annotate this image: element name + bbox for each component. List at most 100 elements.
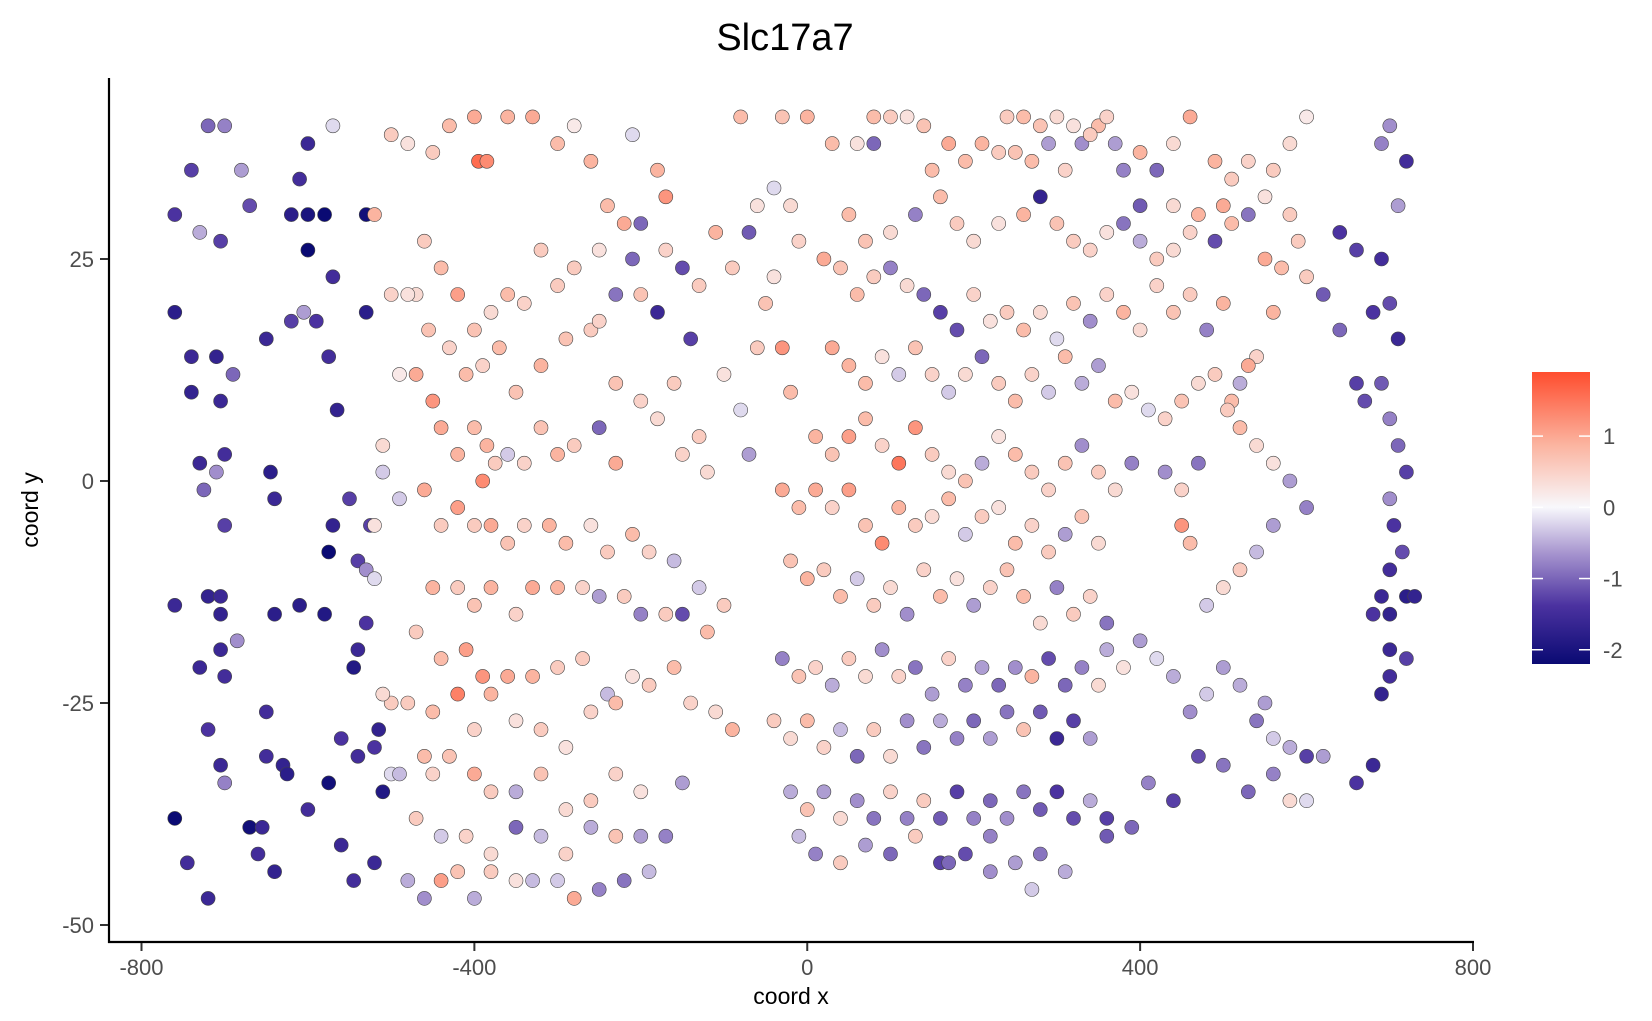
data-point bbox=[525, 669, 540, 684]
data-point bbox=[1382, 296, 1398, 311]
data-point bbox=[1395, 544, 1410, 560]
data-point bbox=[650, 304, 665, 320]
data-point bbox=[874, 535, 890, 551]
data-point bbox=[1390, 331, 1406, 347]
data-point bbox=[317, 207, 332, 222]
data-point bbox=[550, 660, 565, 675]
data-point bbox=[508, 819, 524, 835]
data-point bbox=[658, 828, 674, 844]
data-point bbox=[675, 775, 690, 791]
data-point bbox=[858, 375, 873, 391]
y-axis-title: coord y bbox=[17, 472, 43, 548]
data-point bbox=[725, 722, 740, 737]
data-point bbox=[425, 393, 441, 409]
x-tick-label: 0 bbox=[801, 955, 813, 980]
data-point bbox=[924, 162, 940, 178]
data-point bbox=[258, 748, 274, 764]
data-point bbox=[450, 287, 466, 302]
data-point bbox=[433, 828, 449, 844]
data-point bbox=[716, 597, 732, 613]
data-point bbox=[533, 420, 549, 436]
data-point bbox=[1257, 189, 1273, 205]
data-point bbox=[958, 154, 973, 169]
data-point bbox=[1016, 109, 1031, 125]
data-point bbox=[200, 118, 216, 134]
data-point bbox=[608, 766, 624, 782]
data-point bbox=[1399, 651, 1414, 666]
data-point bbox=[799, 571, 815, 587]
data-point bbox=[425, 766, 441, 782]
data-point bbox=[375, 438, 391, 453]
data-point bbox=[1399, 154, 1414, 169]
data-point bbox=[1282, 740, 1298, 755]
data-point bbox=[550, 873, 565, 888]
data-point bbox=[1266, 518, 1281, 533]
data-point bbox=[683, 331, 699, 347]
data-point bbox=[1282, 136, 1298, 151]
colorbar-tick-label: 1 bbox=[1603, 424, 1615, 449]
data-point bbox=[849, 793, 865, 809]
data-point bbox=[1057, 677, 1073, 693]
data-point bbox=[1241, 358, 1256, 373]
data-point bbox=[267, 864, 282, 880]
data-point bbox=[1232, 677, 1248, 693]
data-point bbox=[808, 429, 823, 444]
data-point bbox=[1382, 642, 1398, 658]
data-point bbox=[858, 518, 873, 533]
data-point bbox=[516, 518, 532, 533]
data-point bbox=[908, 340, 923, 356]
data-point bbox=[1099, 225, 1115, 240]
data-point bbox=[941, 384, 957, 400]
data-point bbox=[933, 811, 948, 826]
data-point bbox=[533, 242, 549, 258]
data-point bbox=[1266, 766, 1281, 782]
data-point bbox=[500, 669, 516, 684]
data-point bbox=[824, 500, 840, 515]
data-point bbox=[1390, 198, 1406, 213]
data-point bbox=[883, 225, 898, 240]
data-point bbox=[450, 864, 466, 880]
data-point bbox=[371, 722, 387, 737]
x-tick-label: -400 bbox=[452, 955, 496, 980]
data-point bbox=[400, 287, 416, 302]
data-point bbox=[608, 287, 624, 302]
data-point bbox=[841, 358, 857, 373]
data-point bbox=[766, 269, 782, 285]
data-point bbox=[1132, 322, 1148, 338]
data-point bbox=[841, 207, 857, 222]
data-point bbox=[550, 580, 565, 595]
data-point bbox=[924, 509, 940, 524]
data-point bbox=[333, 837, 349, 853]
data-point bbox=[467, 518, 482, 533]
data-point bbox=[1016, 207, 1031, 222]
data-point bbox=[1191, 748, 1206, 764]
data-point bbox=[866, 722, 882, 737]
data-point bbox=[217, 118, 232, 134]
data-point bbox=[816, 784, 832, 800]
data-point bbox=[487, 455, 503, 471]
data-point bbox=[508, 384, 524, 400]
colorbar-tick-label: -1 bbox=[1603, 567, 1623, 592]
data-point bbox=[916, 118, 932, 134]
data-point bbox=[633, 287, 649, 302]
data-point bbox=[1299, 500, 1314, 515]
data-point bbox=[1349, 242, 1364, 258]
data-point bbox=[213, 589, 228, 604]
data-point bbox=[1024, 154, 1040, 169]
data-point bbox=[949, 322, 965, 338]
data-point bbox=[1033, 189, 1048, 205]
data-point bbox=[1082, 731, 1098, 746]
data-point bbox=[658, 189, 674, 205]
data-point bbox=[1232, 375, 1248, 391]
data-point bbox=[333, 731, 349, 746]
data-point bbox=[1374, 136, 1389, 151]
data-point bbox=[367, 207, 382, 222]
data-point bbox=[658, 606, 674, 622]
data-point bbox=[625, 526, 640, 542]
data-point bbox=[1299, 793, 1314, 809]
data-point bbox=[591, 313, 607, 329]
data-point bbox=[1374, 375, 1389, 391]
data-point bbox=[833, 589, 848, 604]
data-point bbox=[575, 580, 590, 595]
data-point bbox=[1024, 669, 1040, 684]
